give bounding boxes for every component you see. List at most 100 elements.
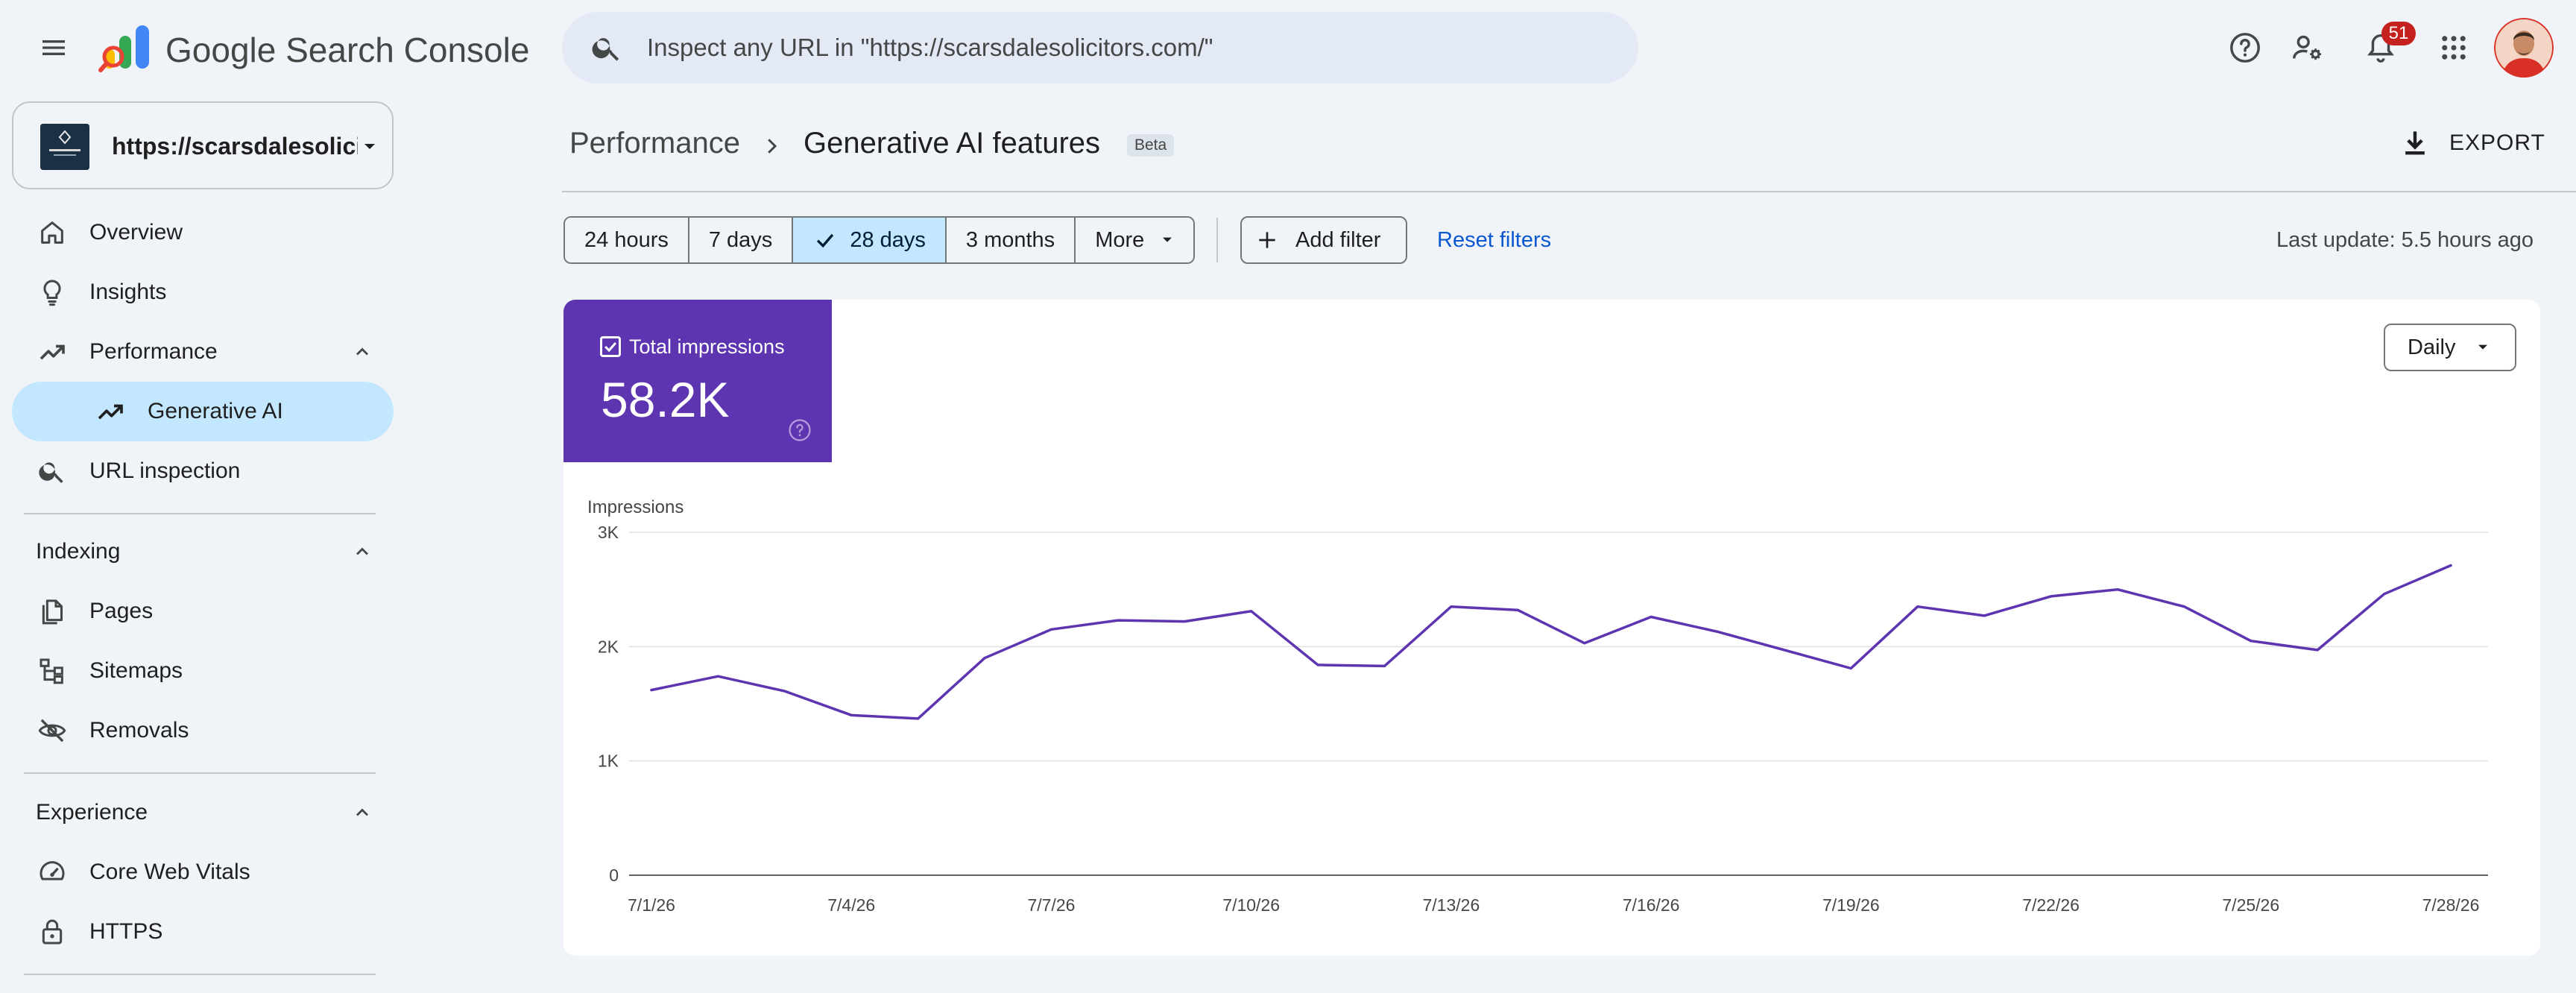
search-icon[interactable] <box>590 31 623 64</box>
data-point <box>1117 619 1120 622</box>
sidebar-item-removals[interactable]: Removals <box>12 701 394 760</box>
search-console-logo-icon <box>98 25 149 72</box>
data-point <box>2449 564 2452 567</box>
breadcrumb-performance[interactable]: Performance <box>569 127 740 160</box>
date-range-3-months[interactable]: 3 months <box>946 218 1076 262</box>
date-range-more-dropdown[interactable]: More <box>1076 218 1194 262</box>
lightbulb-icon <box>43 280 61 306</box>
x-tick-label: 7/13/26 <box>1423 895 1480 915</box>
top-app-bar: Google Search Console 51 <box>0 0 2576 97</box>
home-icon <box>41 221 63 244</box>
beta-badge: Beta <box>1127 134 1175 157</box>
y-tick-label: 1K <box>598 751 619 771</box>
sidebar-item-pages[interactable]: Pages <box>12 581 394 641</box>
trending-up-icon <box>40 344 65 360</box>
sidebar-item-sitemaps[interactable]: Sitemaps <box>12 641 394 701</box>
data-point <box>1983 614 1986 617</box>
sidebar-section-experience[interactable]: Experience <box>12 783 394 842</box>
date-range-7-days[interactable]: 7 days <box>689 218 794 262</box>
sidebar-item-https[interactable]: HTTPS <box>12 902 394 962</box>
metric-tile-total-impressions[interactable]: Total impressions 58.2K <box>564 300 832 462</box>
data-point <box>1717 630 1720 633</box>
plus-icon <box>1259 232 1275 248</box>
x-tick-label: 7/16/26 <box>1623 895 1680 915</box>
sidebar-section-indexing[interactable]: Indexing <box>12 522 394 581</box>
date-range-group: 24 hours 7 days 28 days 3 months More <box>564 216 1196 264</box>
data-point <box>2250 640 2253 643</box>
url-inspection-search[interactable] <box>562 12 1638 83</box>
chevron-right-icon <box>768 139 777 154</box>
impressions-series-line <box>650 564 2452 720</box>
add-filter-button[interactable]: Add filter <box>1240 216 1407 264</box>
page-title: Generative AI features <box>804 127 1101 160</box>
add-filter-label: Add filter <box>1295 227 1381 252</box>
site-logo-icon <box>40 124 89 170</box>
menu-icon <box>42 40 65 55</box>
metric-label: Total impressions <box>629 335 785 358</box>
granularity-select[interactable]: Daily <box>2384 324 2516 371</box>
account-avatar[interactable] <box>2494 18 2554 78</box>
data-point <box>716 675 719 678</box>
manage-accounts-icon <box>2293 35 2322 60</box>
data-point <box>2116 588 2119 591</box>
data-point <box>1383 664 1386 667</box>
y-tick-label: 2K <box>598 637 619 656</box>
manage-users-button[interactable] <box>2284 24 2332 72</box>
sidebar-item-url-inspection[interactable]: URL inspection <box>12 441 394 501</box>
sidebar-item-label: HTTPS <box>89 919 163 944</box>
x-tick-label: 7/22/26 <box>2022 895 2080 915</box>
google-apps-button[interactable] <box>2430 24 2478 72</box>
sidebar-item-generative-ai[interactable]: Generative AI <box>12 382 394 441</box>
sidebar-divider <box>24 513 376 514</box>
export-button[interactable]: EXPORT <box>2390 116 2560 170</box>
search-console-logo[interactable] <box>98 22 154 75</box>
help-button[interactable] <box>2221 24 2269 72</box>
performance-chart-card: Impressions 0 1K 2K 3K 7/1/26 7/4/26 7/7/26 7/10… <box>564 300 2540 956</box>
data-point <box>1250 610 1253 613</box>
sidebar-item-overview[interactable]: Overview <box>12 203 394 262</box>
pages-icon <box>42 599 63 625</box>
url-inspection-input[interactable] <box>647 12 1609 83</box>
sidebar-item-core-web-vitals[interactable]: Core Web Vitals <box>12 842 394 902</box>
lock-icon <box>42 919 63 945</box>
sidebar-item-insights[interactable]: Insights <box>12 262 394 322</box>
chevron-up-icon <box>356 347 368 356</box>
avatar-icon <box>2494 18 2554 78</box>
sidebar-item-label: Insights <box>89 280 167 304</box>
sidebar-item-label: Performance <box>89 339 218 364</box>
x-tick-label: 7/28/26 <box>2422 895 2480 915</box>
notifications-button[interactable]: 51 <box>2357 22 2416 72</box>
property-url: https://scarsdalesolici... <box>112 133 358 160</box>
date-range-28-days[interactable]: 28 days <box>793 218 947 262</box>
speed-icon <box>40 861 65 880</box>
impressions-line-chart: Impressions 0 1K 2K 3K 7/1/26 7/4/26 7/7/26 7/10… <box>587 497 2488 915</box>
property-selector[interactable]: https://scarsdalesolici... <box>12 101 394 189</box>
help-icon[interactable] <box>787 417 812 443</box>
data-point <box>1916 605 1919 608</box>
data-point <box>650 689 653 692</box>
sidebar-item-performance[interactable]: Performance <box>12 322 394 382</box>
search-icon <box>39 462 63 483</box>
sidebar-item-label: Generative AI <box>148 399 283 423</box>
data-point <box>1516 608 1519 611</box>
sidebar-item-label: URL inspection <box>89 458 241 483</box>
filter-divider <box>1216 218 1218 262</box>
sitemap-icon <box>40 658 63 684</box>
main-menu-button[interactable] <box>30 24 78 72</box>
notification-count-badge: 51 <box>2381 22 2416 45</box>
sidebar-item-label: Pages <box>89 599 154 623</box>
x-tick-label: 7/19/26 <box>1822 895 1880 915</box>
reset-filters-link[interactable]: Reset filters <box>1437 228 1552 252</box>
product-name: Google Search Console <box>165 31 530 69</box>
data-point <box>1183 620 1186 623</box>
x-tick-label: 7/1/26 <box>628 895 675 915</box>
property-favicon <box>40 124 89 170</box>
date-range-24-hours[interactable]: 24 hours <box>565 218 689 262</box>
visibility-off-icon <box>38 719 66 743</box>
last-update-text: Last update: 5.5 hours ago <box>2276 228 2534 252</box>
data-point <box>2316 649 2319 652</box>
sidebar-divider <box>24 772 376 774</box>
date-range-label: 24 hours <box>584 227 669 252</box>
section-label: Experience <box>36 800 148 825</box>
checkbox-checked-icon[interactable] <box>599 335 622 358</box>
